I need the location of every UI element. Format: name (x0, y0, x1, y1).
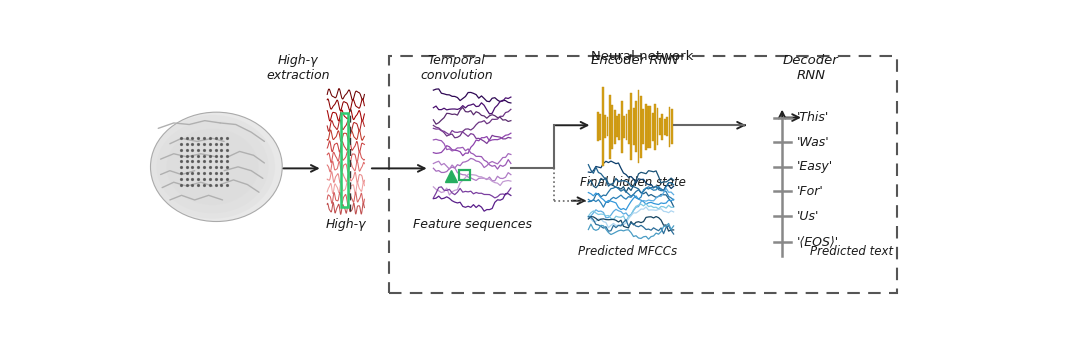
Text: 'Us': 'Us' (797, 210, 820, 223)
Bar (621, 101, 623, 153)
Bar (640, 96, 642, 158)
Bar (645, 104, 647, 150)
Bar (666, 118, 667, 136)
Bar (633, 108, 635, 145)
Text: High-γ: High-γ (325, 218, 366, 231)
Text: Encoder RNN: Encoder RNN (591, 54, 678, 67)
Text: Predicted MFCCs: Predicted MFCCs (578, 245, 677, 258)
Bar (607, 117, 608, 136)
Bar (647, 106, 649, 148)
Bar (619, 114, 620, 140)
Text: 'Was': 'Was' (797, 136, 829, 149)
Bar (649, 106, 651, 148)
Ellipse shape (157, 120, 269, 213)
Text: 'Easy': 'Easy' (797, 160, 833, 173)
Bar (635, 101, 637, 152)
Text: Feature sequences: Feature sequences (413, 218, 531, 231)
Ellipse shape (150, 112, 282, 221)
Bar (631, 94, 632, 160)
Ellipse shape (166, 128, 258, 205)
Bar (643, 109, 644, 144)
Text: Neural network: Neural network (592, 50, 693, 63)
Bar (597, 112, 598, 141)
Bar (657, 108, 659, 145)
Bar (611, 105, 613, 148)
Bar (602, 87, 604, 166)
Bar (599, 114, 602, 140)
Bar (616, 116, 618, 137)
Text: 'For': 'For' (797, 185, 824, 198)
Bar (341, 113, 348, 207)
Bar (459, 170, 470, 180)
Bar (659, 118, 661, 136)
Bar (671, 110, 673, 144)
Bar (604, 115, 606, 138)
Text: High-γ
extraction: High-γ extraction (266, 54, 329, 82)
Text: Decoder
RNN: Decoder RNN (783, 54, 839, 82)
Bar (664, 119, 665, 135)
Bar (661, 114, 663, 140)
Bar (609, 95, 610, 159)
Bar (623, 116, 625, 138)
Bar (613, 110, 616, 144)
Text: Final hidden state: Final hidden state (580, 176, 686, 189)
Bar (669, 107, 671, 147)
Ellipse shape (150, 115, 275, 219)
Bar (625, 114, 627, 140)
Text: Predicted text: Predicted text (810, 245, 893, 258)
Bar (627, 110, 630, 144)
Bar (654, 104, 656, 150)
Text: Temporal
convolution: Temporal convolution (420, 54, 492, 82)
Text: 'This': 'This' (797, 111, 829, 124)
Text: '⟨EOS⟩': '⟨EOS⟩' (797, 236, 839, 249)
Bar (652, 113, 653, 141)
Bar (637, 91, 639, 163)
